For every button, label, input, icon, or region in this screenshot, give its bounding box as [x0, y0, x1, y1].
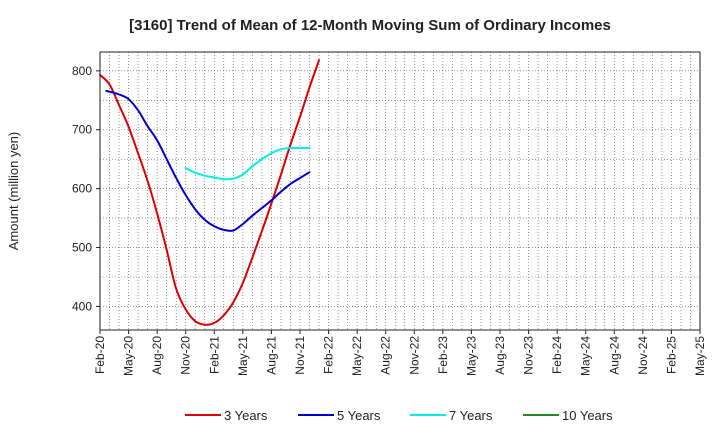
y-tick-label: 600	[72, 182, 92, 196]
legend-label-10-years: 10 Years	[562, 408, 613, 423]
x-tick-label: Nov-21	[293, 336, 307, 375]
x-tick-label: Aug-24	[607, 336, 621, 375]
legend: 3 Years 5 Years 7 Years 10 Years	[185, 408, 613, 423]
x-tick-label: May-21	[236, 336, 250, 376]
x-tick-label: May-22	[350, 336, 364, 376]
x-tick-label: Feb-23	[436, 336, 450, 374]
x-tick-label: Nov-24	[636, 336, 650, 375]
legend-label-5-years: 5 Years	[337, 408, 381, 423]
y-tick-label: 400	[72, 299, 92, 313]
x-tick-label: Aug-21	[264, 336, 278, 375]
y-axis-label: Amount (million yen)	[6, 132, 21, 251]
x-tick-label: Feb-21	[207, 336, 221, 374]
series-layer	[99, 59, 320, 326]
y-tick-label: 500	[72, 241, 92, 255]
x-tick-label: Aug-22	[379, 336, 393, 375]
x-tick-label: Feb-20	[93, 336, 107, 374]
y-axis-ticks: 400 500 600 700 800	[72, 64, 100, 313]
x-tick-label: May-20	[122, 336, 136, 376]
x-tick-label: Nov-20	[179, 336, 193, 375]
x-tick-label: Nov-23	[522, 336, 536, 375]
x-tick-label: Feb-22	[322, 336, 336, 374]
x-axis-ticks: Feb-20 May-20 Aug-20 Nov-20 Feb-21 May-21 Aug-…	[93, 330, 707, 376]
series-line-7-years	[184, 146, 311, 181]
plot-frame	[99, 51, 701, 331]
x-tick-label: Nov-22	[407, 336, 421, 375]
legend-label-3-years: 3 Years	[224, 408, 268, 423]
x-tick-label: Feb-25	[664, 336, 678, 374]
y-tick-label: 700	[72, 123, 92, 137]
x-tick-label: May-24	[579, 336, 593, 376]
chart-title: [3160] Trend of Mean of 12-Month Moving …	[129, 17, 611, 34]
x-tick-label: May-25	[693, 336, 707, 376]
x-tick-label: Aug-20	[150, 336, 164, 375]
grid-layer	[99, 52, 701, 330]
series-line-3-years	[99, 59, 320, 326]
x-tick-label: May-23	[464, 336, 478, 376]
x-tick-label: Aug-23	[493, 336, 507, 375]
y-tick-label: 800	[72, 64, 92, 78]
series-line-5-years	[105, 89, 311, 232]
legend-label-7-years: 7 Years	[449, 408, 493, 423]
x-tick-label: Feb-24	[550, 336, 564, 374]
